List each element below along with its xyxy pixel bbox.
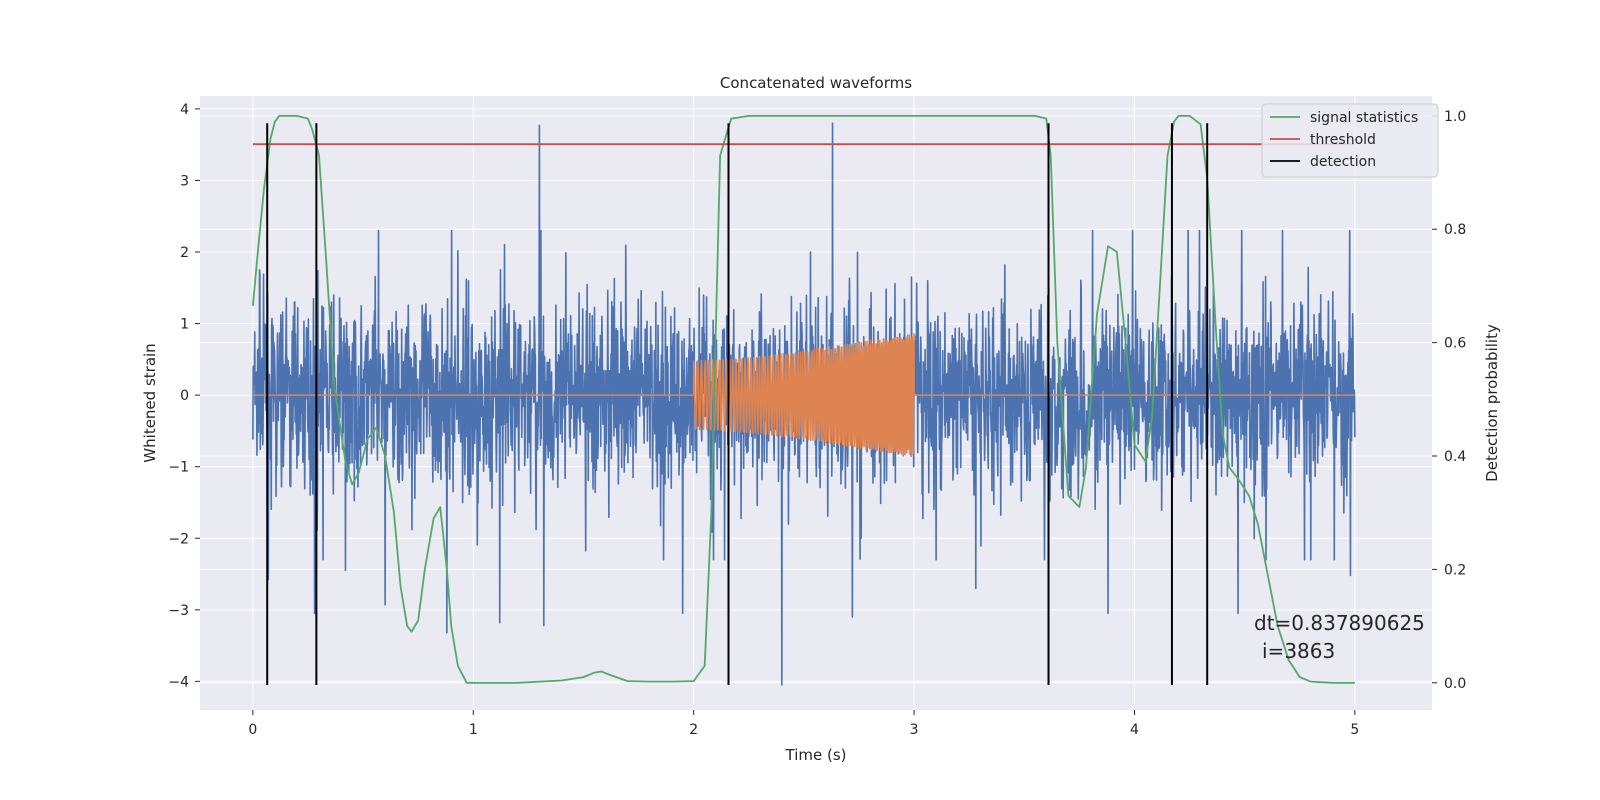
legend-box [1261, 103, 1439, 178]
signal-statistics-line [251, 114, 1355, 684]
legend: signal statistics threshold detection [1261, 103, 1439, 178]
y2-tick-label: 1.0 [1444, 109, 1466, 125]
y-tick-label: 1 [180, 317, 189, 333]
y-tick-label: 4 [180, 102, 189, 118]
index-annotation: i=3863 [1262, 639, 1335, 663]
y2-tick-label: 0.8 [1444, 222, 1466, 238]
dt-annotation: dt=0.837890625 [1254, 611, 1425, 635]
y2-axis-label: Detection probability [1483, 324, 1501, 482]
x-axis-ticks: 0 1 2 3 4 5 [248, 710, 1359, 738]
y-tick-label: −2 [168, 531, 189, 547]
y-tick-label: 2 [180, 245, 189, 261]
y-tick-label: 3 [180, 173, 189, 189]
legend-label-detection: detection [1310, 154, 1376, 170]
x-tick-label: 2 [689, 722, 698, 738]
y-axis-label: Whitened strain [141, 343, 159, 462]
y-tick-label: −4 [168, 674, 189, 690]
y2-tick-label: 0.2 [1444, 562, 1466, 578]
x-tick-label: 5 [1350, 722, 1359, 738]
chart-title: Concatenated waveforms [720, 74, 912, 92]
x-tick-label: 0 [248, 722, 257, 738]
y2-tick-label: 0.4 [1444, 449, 1466, 465]
legend-label-signal-statistics: signal statistics [1310, 110, 1418, 126]
x-tick-label: 1 [469, 722, 478, 738]
detection-lines [266, 123, 1209, 685]
y2-tick-label: 0.0 [1444, 676, 1466, 692]
x-tick-label: 3 [910, 722, 919, 738]
y2-axis-ticks: 0.0 0.2 0.4 0.6 0.8 1.0 [1432, 109, 1466, 692]
x-tick-label: 4 [1130, 722, 1139, 738]
y-axis-ticks: −4 −3 −2 −1 0 1 2 3 4 [168, 102, 200, 690]
legend-label-threshold: threshold [1310, 132, 1376, 148]
injected-signal-series [252, 333, 1355, 457]
y2-tick-label: 0.6 [1444, 336, 1466, 352]
y-tick-label: 0 [180, 388, 189, 404]
injected-signal-line [252, 333, 1355, 457]
y-tick-label: −3 [168, 603, 189, 619]
y-tick-label: −1 [168, 460, 189, 476]
signal-statistics-series [251, 114, 1355, 684]
x-axis-label: Time (s) [785, 746, 847, 764]
